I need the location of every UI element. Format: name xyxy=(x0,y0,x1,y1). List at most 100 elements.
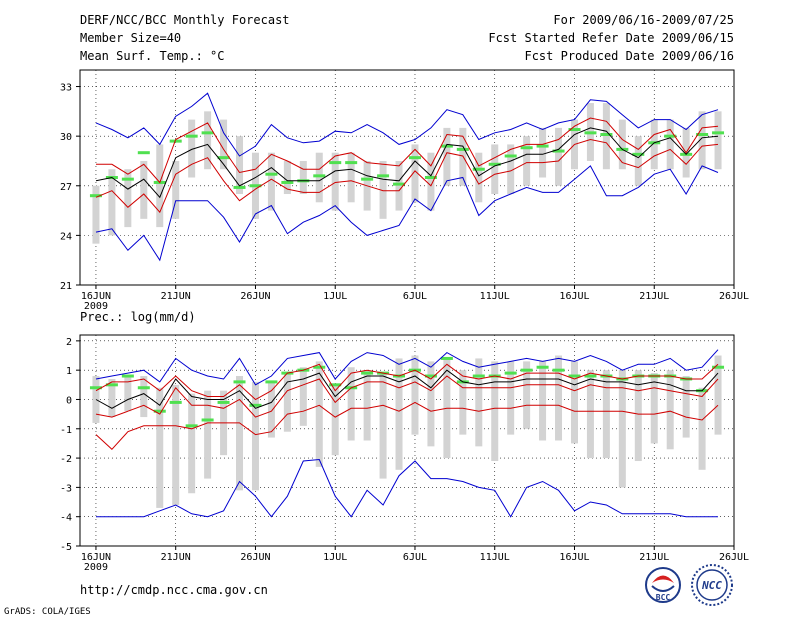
temp-series-min xyxy=(95,165,719,262)
prec-ensemble-box xyxy=(124,376,132,412)
temp-member-mark xyxy=(393,182,406,186)
source-url[interactable]: http://cmdp.ncc.cma.gov.cn xyxy=(80,583,268,597)
grads-credit: GrADS: COLA/IGES xyxy=(4,607,91,617)
temp-member-mark xyxy=(201,131,214,135)
prec-member-mark xyxy=(265,380,278,384)
temp-ensemble-box xyxy=(555,127,563,186)
prec-ensemble-box xyxy=(650,373,658,444)
temp-ensemble-box xyxy=(188,119,196,178)
temp-ensemble-box xyxy=(283,160,291,195)
prec-member-mark xyxy=(520,368,533,372)
prec-x-year-label: 2009 xyxy=(84,562,108,573)
temp-x-tick-label: 26JUL xyxy=(719,291,749,302)
prec-member-mark xyxy=(121,374,134,378)
temp-ensemble-box xyxy=(379,160,387,219)
temperature-panel: 21 24 27 30 33 16JUN 21JUN 26JUN 1JUL 6JUL 11JUL 16… xyxy=(60,69,749,312)
prec-ensemble-box xyxy=(459,370,467,435)
prec-member-mark xyxy=(105,383,118,387)
prec-x-tick-label: 26JUN xyxy=(240,552,270,563)
fcst-started-date: Fcst Started Refer Date 2009/06/15 xyxy=(488,31,734,45)
prec-y-tick-label: -5 xyxy=(60,542,72,553)
prec-member-mark xyxy=(89,386,102,390)
temp-ensemble-box xyxy=(411,144,419,203)
temp-y-tick-label: 33 xyxy=(60,83,72,94)
prec-ensemble-box xyxy=(92,376,100,423)
temp-x-year-label: 2009 xyxy=(84,301,108,312)
prec-member-mark xyxy=(424,374,437,378)
ncc-logo: NCC xyxy=(691,564,733,606)
temp-ensemble-box xyxy=(650,119,658,170)
temp-member-mark xyxy=(472,167,485,171)
temp-x-tick-label: 26JUN xyxy=(240,291,270,302)
prec-ensemble-box xyxy=(666,370,674,450)
prec-ensemble-box xyxy=(156,387,164,508)
temp-ensemble-box xyxy=(140,160,148,219)
temp-member-mark xyxy=(520,146,533,150)
prec-y-tick-label: 1 xyxy=(66,366,72,377)
prec-ensemble-box xyxy=(236,376,244,491)
temp-ensemble-box xyxy=(698,111,706,170)
temp-ensemble-box xyxy=(666,119,674,170)
temp-ensemble-box xyxy=(491,144,499,195)
prec-x-tick-label: 21JUN xyxy=(161,552,191,563)
prec-member-mark xyxy=(201,418,214,422)
temp-member-mark xyxy=(552,149,565,153)
prec-member-mark xyxy=(185,424,198,428)
prec-y-tick-label: 2 xyxy=(66,337,72,348)
prec-ensemble-box xyxy=(251,381,259,491)
temp-member-mark xyxy=(281,180,294,184)
temp-ensemble-box xyxy=(427,152,435,211)
temp-ensemble-box xyxy=(634,136,642,186)
prec-ensemble-box xyxy=(475,358,483,447)
prec-x-tick-label: 21JUL xyxy=(639,552,669,563)
temp-member-mark xyxy=(89,194,102,198)
temp-member-mark xyxy=(408,156,421,160)
temp-ensemble-box xyxy=(299,160,307,195)
prec-ensemble-box xyxy=(570,361,578,444)
temp-ensemble-box xyxy=(108,169,116,236)
prec-member-mark xyxy=(329,383,342,387)
temp-ensemble-box xyxy=(172,160,180,219)
bcc-logo-wave-icon xyxy=(651,585,675,592)
temp-member-mark xyxy=(600,133,613,136)
prec-ensemble-box xyxy=(698,387,706,470)
temp-member-mark xyxy=(712,131,725,135)
figure-title: DERF/NCC/BCC Monthly Forecast xyxy=(80,13,290,27)
ncc-logo-text: NCC xyxy=(701,579,722,592)
temp-ensemble-box xyxy=(395,160,403,211)
prec-member-mark xyxy=(313,365,326,369)
temp-ensemble-box xyxy=(267,152,275,211)
temp-ensemble-box xyxy=(220,119,228,170)
prec-ensemble-box xyxy=(586,370,594,459)
prec-ensemble-box xyxy=(315,361,323,467)
temp-ensemble-box xyxy=(156,144,164,228)
prec-plot-frame xyxy=(79,334,735,547)
prec-x-tick-label: 1JUL xyxy=(323,552,347,563)
ncc-logo-globe-icon xyxy=(696,569,728,601)
prec-ensemble-box xyxy=(379,373,387,479)
temp-member-mark xyxy=(568,128,581,132)
prec-member-mark xyxy=(361,371,374,375)
prec-ensemble-box xyxy=(602,370,610,459)
temp-y-tick-label: 21 xyxy=(60,281,72,292)
temp-member-mark xyxy=(696,133,709,136)
temp-plot-frame xyxy=(79,69,735,286)
prec-ensemble-box xyxy=(108,378,116,418)
prec-ensemble-box xyxy=(539,361,547,441)
prec-member-mark xyxy=(137,386,150,390)
prec-ensemble-box xyxy=(714,355,722,435)
temp-member-mark xyxy=(488,162,501,166)
prec-ensemble-box xyxy=(204,390,212,479)
temp-ensemble-box xyxy=(331,152,339,211)
prec-member-mark xyxy=(584,374,597,378)
prec-x-tick-label: 16JUN xyxy=(81,552,111,563)
temp-x-tick-label: 21JUN xyxy=(161,291,191,302)
temp-member-mark xyxy=(217,156,230,160)
prec-ensemble-box xyxy=(682,376,690,438)
prec-member-mark xyxy=(712,365,725,369)
prec-y-tick-label: -4 xyxy=(60,513,72,524)
temp-ensemble-box xyxy=(124,169,132,228)
prec-ensemble-box xyxy=(634,370,642,462)
bcc-logo-flame-icon xyxy=(652,575,674,583)
